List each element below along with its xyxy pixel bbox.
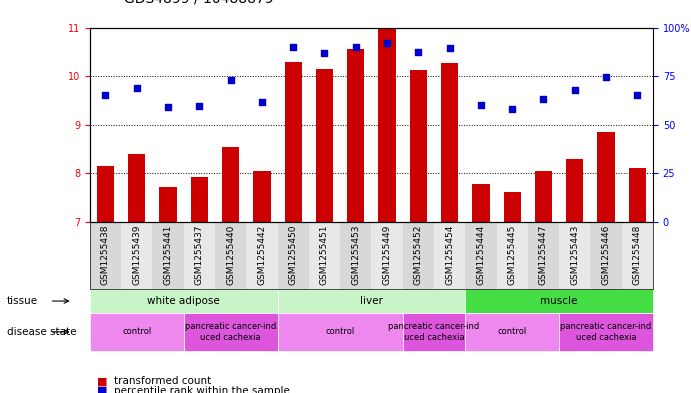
Point [381,40,392,46]
Text: ■: ■ [97,376,107,386]
Point [319,50,330,56]
Text: pancreatic cancer-ind
uced cachexia: pancreatic cancer-ind uced cachexia [185,322,276,342]
Bar [347,50,364,222]
Point [632,92,643,98]
Bar [598,132,615,222]
Bar [504,192,521,222]
Bar [316,69,333,222]
Point [100,92,111,98]
Bar [629,167,646,222]
Bar [379,28,396,222]
Bar [222,147,239,222]
Point [193,103,205,109]
Point [569,86,580,93]
Text: pancreatic cancer-ind
uced cachexia: pancreatic cancer-ind uced cachexia [560,322,652,342]
Text: muscle: muscle [540,296,578,306]
Point [475,102,486,108]
Point [162,104,173,110]
Text: GDS4899 / 10488879: GDS4899 / 10488879 [124,0,274,6]
Text: pancreatic cancer-ind
uced cachexia: pancreatic cancer-ind uced cachexia [388,322,480,342]
Text: control: control [122,327,151,336]
Text: ■: ■ [97,386,107,393]
Point [287,44,299,50]
Point [131,85,142,92]
Text: control: control [325,327,354,336]
Text: liver: liver [360,296,383,306]
Text: control: control [498,327,527,336]
Bar [535,171,552,222]
Point [350,44,361,50]
Bar [566,159,583,222]
Point [507,106,518,112]
Bar [441,62,458,222]
Point [225,77,236,83]
Point [538,96,549,103]
Bar [410,70,427,222]
Text: white adipose: white adipose [147,296,220,306]
Point [600,74,612,80]
Point [256,99,267,105]
Bar [191,177,208,222]
Text: disease state: disease state [7,327,77,337]
Bar [128,154,145,222]
Text: transformed count: transformed count [114,376,211,386]
Text: percentile rank within the sample: percentile rank within the sample [114,386,290,393]
Bar [97,166,114,222]
Bar [473,184,489,222]
Bar [254,171,270,222]
Bar [160,187,177,222]
Text: tissue: tissue [7,296,38,306]
Point [444,45,455,51]
Point [413,49,424,55]
Bar [285,62,302,222]
